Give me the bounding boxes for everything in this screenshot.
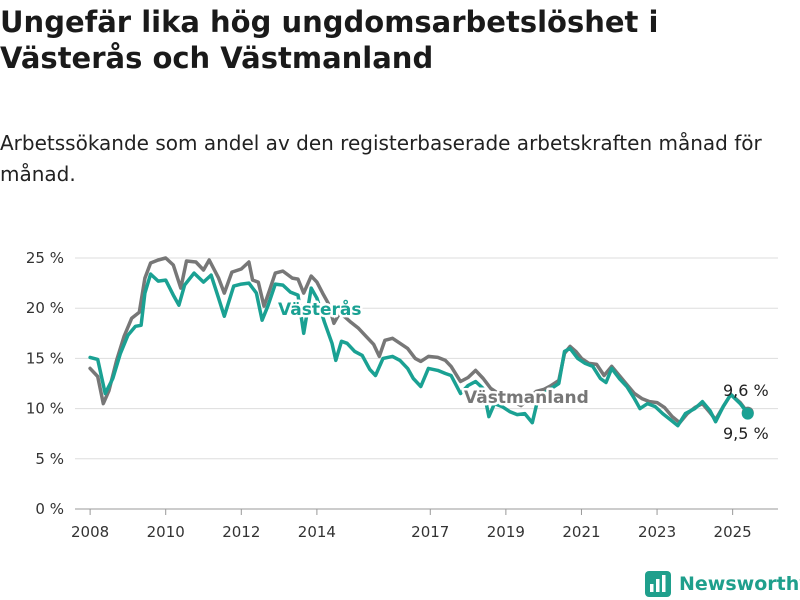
x-tick-label: 2010	[147, 523, 185, 541]
y-tick-label: 5 %	[35, 450, 64, 468]
series	[88, 256, 754, 428]
series-name-label: Västmanland	[464, 388, 589, 408]
end-value-label: 9,5 %	[723, 424, 769, 443]
x-tick-label: 2025	[714, 523, 752, 541]
y-tick-label: 0 %	[35, 500, 64, 518]
grid	[75, 257, 778, 510]
labels: Västerås Västmanland 9,6 % 9,5 %	[276, 296, 769, 444]
bar-chart-icon	[645, 571, 671, 597]
x-tick-label: 2021	[562, 523, 600, 541]
x-tick-label: 2017	[411, 523, 449, 541]
series-line	[88, 271, 750, 428]
x-tick-label: 2014	[298, 523, 336, 541]
y-tick-label: 15 %	[26, 349, 64, 367]
end-value-label: 9,6 %	[723, 381, 769, 400]
x-tick-label: 2012	[222, 523, 260, 541]
y-tick-label: 20 %	[26, 299, 64, 317]
y-tick-label: 25 %	[26, 249, 64, 267]
series-line	[88, 256, 750, 425]
brand-name: Newsworthy	[679, 573, 800, 595]
chart-subtitle: Arbetssökande som andel av den registerb…	[0, 131, 762, 186]
series-end-point	[741, 407, 754, 420]
x-tick-label: 2023	[638, 523, 676, 541]
x-tick-label: 2019	[487, 523, 525, 541]
brand-logo[interactable]: Newsworthy	[645, 569, 800, 599]
y-tick-label: 10 %	[26, 400, 64, 418]
chart-title: Ungefär lika hög ungdomsarbetslöshet i V…	[0, 5, 659, 75]
line-chart: 0 % 5 % 10 % 15 % 20 % 25 % 2008 2010 2012 2014 20…	[26, 249, 778, 541]
axes: 0 % 5 % 10 % 15 % 20 % 25 % 2008 2010 2012 2014 20…	[26, 249, 752, 541]
series-name-label: Västerås	[278, 298, 361, 320]
x-tick-label: 2008	[71, 523, 109, 541]
